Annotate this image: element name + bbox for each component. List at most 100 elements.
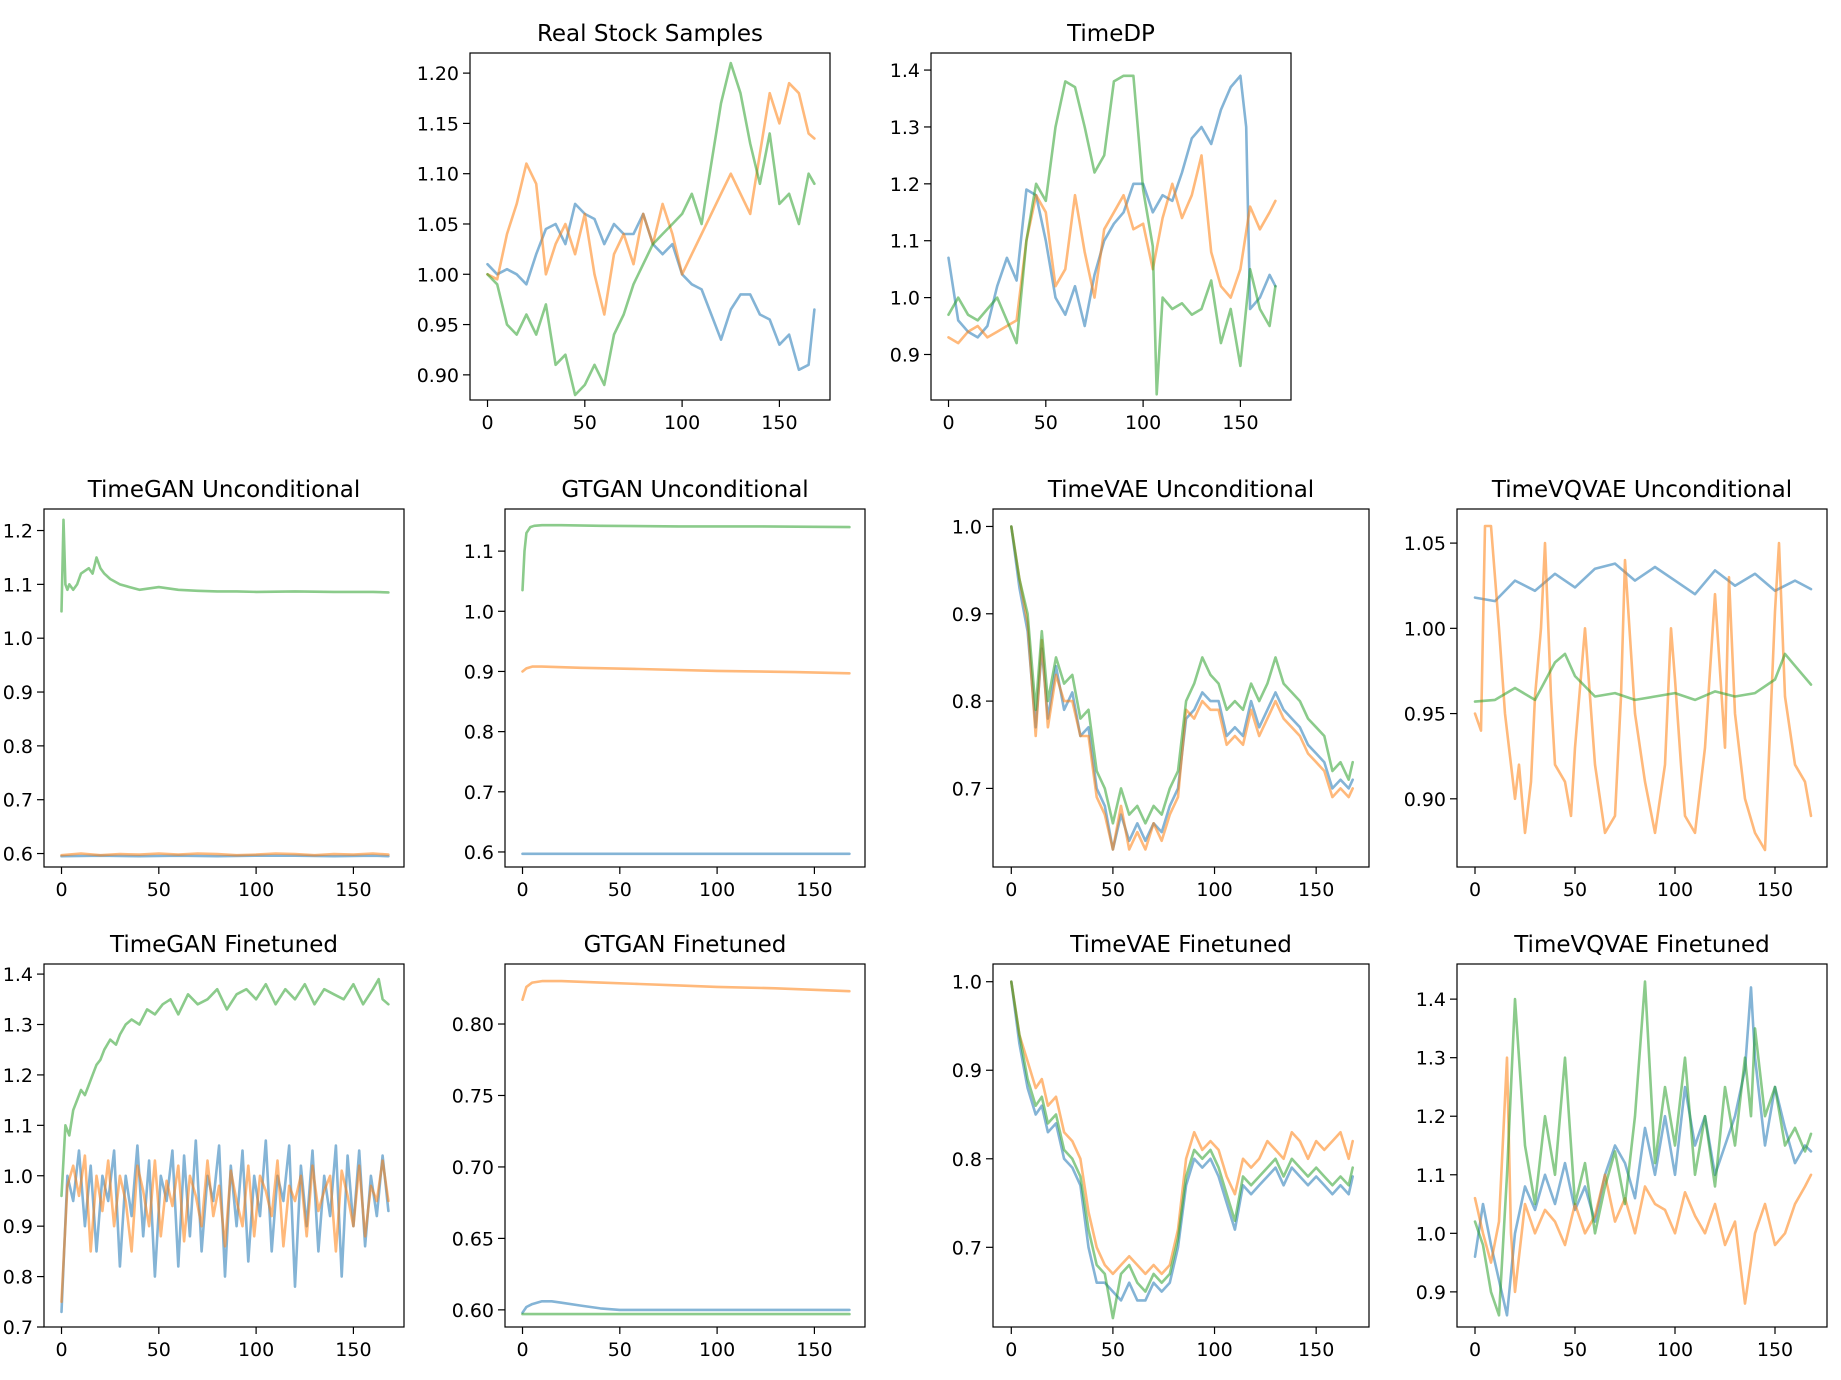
x-tick-label: 50 — [1034, 412, 1058, 434]
x-tick-label: 50 — [608, 1339, 632, 1361]
x-tick-label: 0 — [481, 412, 493, 434]
x-tick-label: 50 — [147, 1339, 171, 1361]
series-group — [1009, 525, 1354, 851]
x-tick-label: 0 — [516, 1339, 528, 1361]
x-tick-label: 50 — [608, 879, 632, 901]
y-tick-label: 1.0 — [890, 288, 920, 310]
series-group — [1473, 524, 1813, 852]
chart-title: Real Stock Samples — [537, 21, 763, 47]
chart-title: TimeVAE Unconditional — [1047, 477, 1314, 503]
series-group — [1473, 980, 1813, 1317]
y-tick-label: 1.3 — [3, 1015, 33, 1037]
x-tick-label: 100 — [238, 879, 274, 901]
x-tick-label: 150 — [335, 1339, 371, 1361]
y-tick-label: 0.60 — [452, 1300, 494, 1322]
y-tick-label: 0.9 — [952, 1060, 982, 1082]
panel-timevae-unconditional: 0 50 100 150 0.7 0.8 0.9 1.0 TimeVAE Uncondition… — [952, 477, 1370, 901]
x-tick-label: 50 — [1101, 879, 1125, 901]
x-tick-label: 0 — [1469, 879, 1481, 901]
series-group — [521, 979, 851, 1316]
y-tick-label: 0.7 — [464, 782, 494, 804]
y-tick-label: 1.4 — [1416, 989, 1446, 1011]
y-tick-label: 1.15 — [417, 113, 459, 135]
y-tick-label: 0.9 — [952, 604, 982, 626]
y-tick-label: 1.0 — [3, 628, 33, 650]
y-tick-label: 0.7 — [952, 1237, 982, 1259]
x-tick-label: 150 — [1298, 1339, 1334, 1361]
axes-frame — [504, 963, 866, 1328]
y-tick-label: 1.2 — [3, 521, 33, 543]
y-tick-label: 0.9 — [890, 344, 920, 366]
y-tick-label: 0.8 — [464, 722, 494, 744]
panel-gtgan-unconditional: 0 50 100 150 0.6 0.7 0.8 0.9 1.0 1.1 GTGAN Uncondi… — [464, 477, 866, 901]
series-line-green — [1009, 980, 1354, 1320]
y-tick-label: 0.6 — [3, 844, 33, 866]
series-line-blue — [1009, 525, 1354, 851]
chart-title: TimeVQVAE Finetuned — [1513, 932, 1770, 958]
panel-timegan-finetuned: 0 50 100 150 0.7 0.8 0.9 1.0 1.1 1.2 1.3 1.4 TimeGAN… — [3, 932, 405, 1361]
x-tick-label: 0 — [516, 879, 528, 901]
y-tick-label: 1.1 — [3, 574, 33, 596]
series-line-green — [60, 977, 390, 1198]
x-tick-label: 50 — [573, 412, 597, 434]
axes-frame — [992, 508, 1370, 868]
y-tick-label: 0.6 — [464, 842, 494, 864]
y-tick-label: 1.0 — [464, 601, 494, 623]
y-tick-label: 0.8 — [3, 1267, 33, 1289]
series-line-orange — [1473, 1056, 1813, 1305]
series-line-green — [521, 523, 851, 592]
axes-frame — [930, 52, 1292, 401]
chart-title: TimeGAN Finetuned — [109, 932, 338, 958]
y-tick-label: 0.7 — [3, 790, 33, 812]
x-tick-label: 150 — [1222, 412, 1258, 434]
panel-real-stock-samples: 0 50 100 150 0.90 0.95 1.00 1.05 1.10 1.15 1.20 Rea… — [417, 21, 831, 434]
series-line-green — [1473, 980, 1813, 1317]
y-tick-label: 1.4 — [890, 60, 920, 82]
x-tick-label: 100 — [1657, 879, 1693, 901]
series-line-blue — [60, 1139, 390, 1314]
y-tick-label: 0.9 — [464, 661, 494, 683]
series-group — [60, 977, 390, 1314]
x-tick-label: 100 — [1125, 412, 1161, 434]
y-tick-label: 0.7 — [3, 1317, 33, 1339]
series-line-green — [486, 61, 816, 397]
x-tick-label: 150 — [1757, 1339, 1793, 1361]
series-group — [60, 518, 390, 858]
axes-frame — [1456, 508, 1828, 868]
x-tick-label: 100 — [1657, 1339, 1693, 1361]
y-tick-label: 0.65 — [452, 1228, 494, 1250]
x-tick-label: 0 — [1005, 879, 1017, 901]
axes-frame — [1456, 963, 1828, 1328]
panel-timedp: 0 50 100 150 0.9 1.0 1.1 1.2 1.3 1.4 TimeDP — [890, 21, 1292, 434]
y-tick-label: 1.1 — [464, 541, 494, 563]
y-tick-label: 1.3 — [890, 117, 920, 139]
y-tick-label: 1.1 — [3, 1115, 33, 1137]
y-tick-label: 1.2 — [1416, 1106, 1446, 1128]
y-tick-label: 0.90 — [1404, 789, 1446, 811]
y-tick-label: 0.9 — [1416, 1282, 1446, 1304]
x-tick-label: 150 — [796, 879, 832, 901]
y-tick-label: 0.95 — [417, 315, 459, 337]
x-tick-label: 150 — [335, 879, 371, 901]
y-tick-label: 0.8 — [952, 691, 982, 713]
chart-title: TimeVQVAE Unconditional — [1491, 477, 1792, 503]
y-tick-label: 1.2 — [3, 1065, 33, 1087]
x-tick-label: 0 — [1005, 1339, 1017, 1361]
x-tick-label: 0 — [55, 1339, 67, 1361]
y-tick-label: 1.05 — [1404, 533, 1446, 555]
panel-timevqvae-unconditional: 0 50 100 150 0.90 0.95 1.00 1.05 TimeVQVAE Uncon… — [1404, 477, 1828, 901]
y-tick-label: 1.2 — [890, 174, 920, 196]
chart-title: TimeDP — [1066, 21, 1155, 47]
x-tick-label: 0 — [942, 412, 954, 434]
x-tick-label: 0 — [55, 879, 67, 901]
x-tick-label: 150 — [1757, 879, 1793, 901]
x-tick-label: 100 — [1196, 879, 1232, 901]
chart-title: TimeGAN Unconditional — [87, 477, 361, 503]
panel-timegan-unconditional: 0 50 100 150 0.6 0.7 0.8 0.9 1.0 1.1 1.2 TimeGAN Un… — [3, 477, 405, 901]
series-line-orange — [521, 665, 851, 675]
series-line-blue — [947, 74, 1277, 339]
x-tick-label: 50 — [1563, 879, 1587, 901]
y-tick-label: 0.8 — [3, 736, 33, 758]
series-group — [521, 523, 851, 856]
